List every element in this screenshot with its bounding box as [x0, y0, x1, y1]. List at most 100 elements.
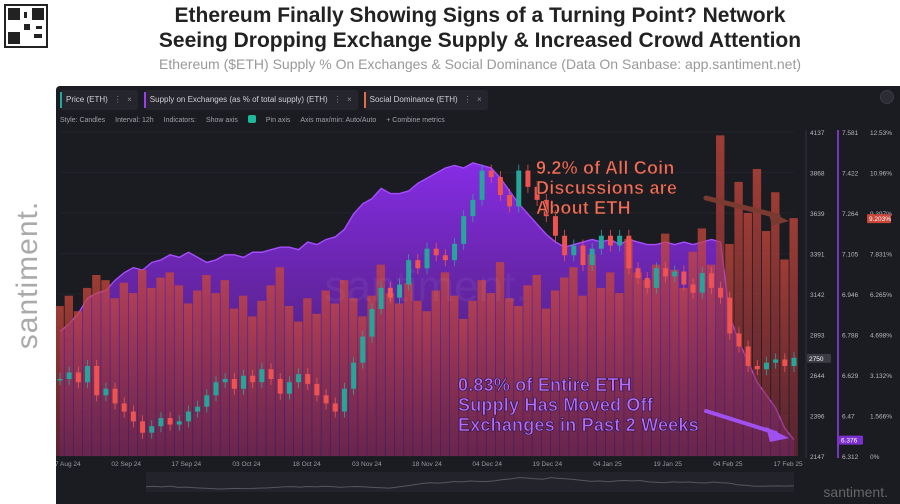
social-bar — [220, 280, 229, 456]
tab-social-menu-icon[interactable]: ⋮ — [463, 95, 472, 104]
price-candle — [378, 287, 384, 309]
tab-social-label: Social Dominance (ETH) — [369, 95, 458, 104]
chart-panel: santiment. 4137 3868 3639 3391 3142 2893 2644 23… — [56, 86, 900, 504]
social-bar — [596, 287, 606, 456]
price-candle — [479, 170, 485, 200]
price-candle — [222, 378, 228, 383]
social-bar — [541, 308, 551, 456]
price-candle — [204, 395, 210, 407]
watermark: santiment. — [823, 484, 888, 500]
social-bar — [413, 300, 422, 456]
annotation-social: 9.2% of All Coin Discussions are About E… — [536, 158, 677, 219]
metric-tabs: Price (ETH) ⋮ × Supply on Exchanges (as … — [60, 90, 488, 110]
social-bar — [706, 264, 716, 456]
price-candle — [525, 170, 531, 187]
price-candle — [396, 284, 402, 298]
price-tick: 2893 — [810, 333, 825, 340]
social-bar — [128, 293, 138, 456]
x-tick-label: 04 Dec 24 — [472, 461, 502, 468]
qr-code — [4, 4, 48, 48]
annotation-supply-line-1: 0.83% of Entire ETH — [458, 375, 632, 396]
price-candle — [580, 245, 586, 266]
social-bar — [174, 285, 184, 456]
price-candle — [727, 297, 733, 334]
price-candle — [66, 372, 72, 379]
tab-supply-close-icon[interactable]: × — [346, 95, 352, 104]
supply-line — [59, 162, 795, 441]
social-bar — [771, 192, 780, 456]
price-candle — [176, 421, 182, 425]
social-current-badge: 9.203% — [869, 216, 891, 223]
social-bar — [734, 181, 743, 456]
price-tick: 3639 — [810, 211, 825, 218]
social-bar — [339, 280, 349, 456]
indicators-button[interactable]: Indicators: — [163, 117, 196, 124]
social-bar — [468, 300, 477, 456]
pin-axis-toggle[interactable]: Pin axis — [265, 117, 291, 124]
annotation-social-arrowhead — [768, 211, 789, 226]
price-candle — [608, 235, 613, 246]
social-bar — [449, 295, 459, 456]
price-candle — [663, 268, 669, 277]
social-bar — [752, 168, 762, 456]
interval-select[interactable]: Interval: 12h — [115, 117, 154, 124]
price-candle — [516, 170, 522, 207]
tab-price[interactable]: Price (ETH) ⋮ × — [60, 90, 138, 110]
social-bar — [330, 303, 340, 456]
tab-supply[interactable]: Supply on Exchanges (as % of total suppl… — [143, 90, 358, 110]
x-tick-label: 17 Feb 25 — [773, 461, 803, 468]
price-candle — [75, 372, 81, 383]
style-select[interactable]: Style: Candles — [60, 117, 106, 124]
price-candle — [286, 382, 292, 394]
social-bar — [404, 282, 413, 456]
social-bar — [697, 228, 707, 456]
annotation-supply-arrowhead — [766, 427, 789, 442]
price-candle — [387, 287, 393, 298]
social-bar — [202, 274, 211, 456]
supply-current-badge-bg — [839, 435, 863, 445]
tab-price-close-icon[interactable]: × — [127, 95, 132, 104]
combine-metrics-button[interactable]: + Combine metrics — [386, 117, 445, 124]
price-candle — [121, 403, 127, 412]
price-candle — [690, 284, 696, 293]
social-bar — [358, 316, 367, 456]
price-candle — [470, 199, 476, 217]
x-tick-label: 04 Feb 25 — [713, 461, 743, 468]
settings-dot-icon[interactable] — [880, 90, 894, 104]
show-axis-toggle[interactable]: Show axis — [205, 117, 238, 124]
price-tick: 3868 — [810, 171, 825, 178]
social-bar — [376, 264, 385, 456]
tab-price-color — [60, 92, 62, 108]
price-candle — [241, 375, 246, 389]
social-bar — [743, 212, 752, 456]
annotation-supply-arrow — [704, 409, 778, 435]
price-candle — [415, 260, 421, 269]
tab-price-menu-icon[interactable]: ⋮ — [113, 95, 122, 104]
price-candle — [507, 195, 513, 207]
social-bar — [532, 274, 541, 456]
tab-social[interactable]: Social Dominance (ETH) ⋮ × — [363, 90, 488, 110]
side-brand: santiment. — [2, 190, 54, 360]
price-candle — [442, 255, 448, 261]
social-bar — [550, 290, 560, 456]
social-tick: 10.96% — [870, 171, 892, 178]
tab-supply-menu-icon[interactable]: ⋮ — [333, 95, 342, 104]
social-bar — [642, 280, 652, 456]
tab-social-close-icon[interactable]: × — [477, 95, 482, 104]
social-tick: 6.265% — [870, 292, 892, 299]
axis-max-min-select[interactable]: Axis max/min: Auto/Auto — [300, 117, 377, 124]
supply-tick: 7.581 — [842, 130, 859, 137]
price-candle — [268, 369, 274, 379]
supply-tick: 6.47 — [842, 414, 855, 421]
social-bar — [633, 272, 642, 456]
social-bar — [156, 277, 165, 456]
price-candle — [213, 382, 219, 396]
social-bar — [459, 318, 468, 456]
price-candle — [571, 245, 577, 256]
x-tick-label: 03 Oct 24 — [232, 461, 261, 468]
annotation-supply: 0.83% of Entire ETH Supply Has Moved Off… — [458, 375, 699, 436]
supply-tick: 6.788 — [842, 333, 859, 340]
show-axis-checkbox[interactable] — [247, 115, 256, 123]
price-candle — [424, 248, 430, 269]
price-candle — [543, 199, 549, 217]
